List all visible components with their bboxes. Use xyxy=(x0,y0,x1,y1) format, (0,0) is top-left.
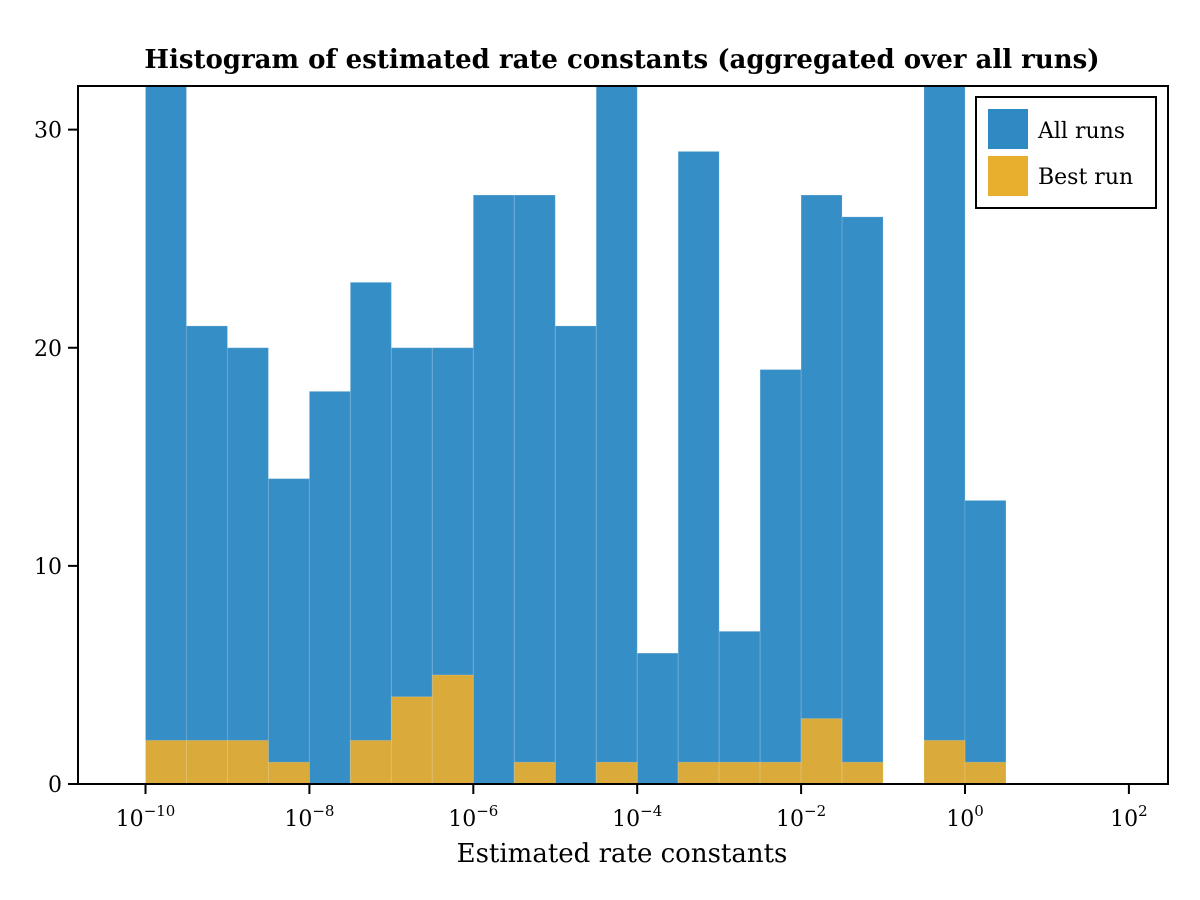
best-run-bar xyxy=(390,696,433,785)
all-runs-bar xyxy=(595,85,638,785)
best-run-bar xyxy=(595,761,638,785)
x-tick-label: 10−10 xyxy=(116,802,176,832)
all-runs-bar xyxy=(923,85,966,785)
y-tick-label: 30 xyxy=(34,119,62,144)
legend: All runs Best run xyxy=(975,96,1157,209)
legend-swatch-best-run xyxy=(988,156,1028,196)
plot-frame xyxy=(77,85,1169,785)
x-tick-label: 10−2 xyxy=(776,802,826,832)
all-runs-bar xyxy=(636,652,679,785)
all-runs-bars xyxy=(145,85,1007,785)
all-runs-bar xyxy=(718,630,761,785)
all-runs-bar xyxy=(964,499,1007,785)
best-run-bar xyxy=(349,739,392,785)
best-run-bar xyxy=(226,739,269,785)
x-tick-label: 100 xyxy=(946,802,984,832)
legend-label-all-runs: All runs xyxy=(1037,119,1125,144)
all-runs-bar xyxy=(226,347,269,785)
best-run-bar xyxy=(145,739,187,785)
all-runs-bar xyxy=(185,325,228,785)
all-runs-bar xyxy=(841,216,884,785)
legend-swatch-all-runs xyxy=(988,109,1028,149)
x-tick-label: 102 xyxy=(1110,802,1148,832)
x-axis-ticks: 10−10 10−8 10−6 10−4 10−2 100 102 xyxy=(116,784,1148,832)
all-runs-bar xyxy=(349,281,392,785)
x-tick-label: 10−6 xyxy=(448,802,498,832)
all-runs-bar xyxy=(759,369,802,785)
best-run-bar xyxy=(677,761,720,785)
y-axis-ticks: 0 10 20 30 xyxy=(34,119,78,798)
all-runs-bar xyxy=(513,194,556,785)
best-run-bar xyxy=(964,761,1007,785)
all-runs-bar xyxy=(472,194,515,785)
best-run-bar xyxy=(431,674,474,785)
x-tick-label: 10−4 xyxy=(612,802,662,832)
all-runs-bar xyxy=(800,194,843,785)
legend-label-best-run: Best run xyxy=(1038,165,1133,190)
best-run-bar xyxy=(185,739,228,785)
all-runs-bar xyxy=(677,150,720,785)
best-run-bar xyxy=(759,761,802,785)
y-tick-label: 10 xyxy=(34,555,62,580)
best-run-bar xyxy=(718,761,761,785)
all-runs-bar xyxy=(308,390,351,785)
best-run-bars xyxy=(145,674,1007,785)
chart-title: Histogram of estimated rate constants (a… xyxy=(144,45,1099,75)
best-run-bar xyxy=(267,761,310,785)
all-runs-bar xyxy=(554,325,597,785)
all-runs-bar xyxy=(267,478,310,785)
y-tick-label: 0 xyxy=(48,773,62,798)
x-tick-label: 10−8 xyxy=(284,802,334,832)
best-run-bar xyxy=(923,739,966,785)
best-run-bar xyxy=(841,761,884,785)
all-runs-bar xyxy=(145,85,187,785)
best-run-bar xyxy=(513,761,556,785)
x-axis-label: Estimated rate constants xyxy=(457,839,788,869)
y-tick-label: 20 xyxy=(34,337,62,362)
best-run-bar xyxy=(800,718,843,785)
